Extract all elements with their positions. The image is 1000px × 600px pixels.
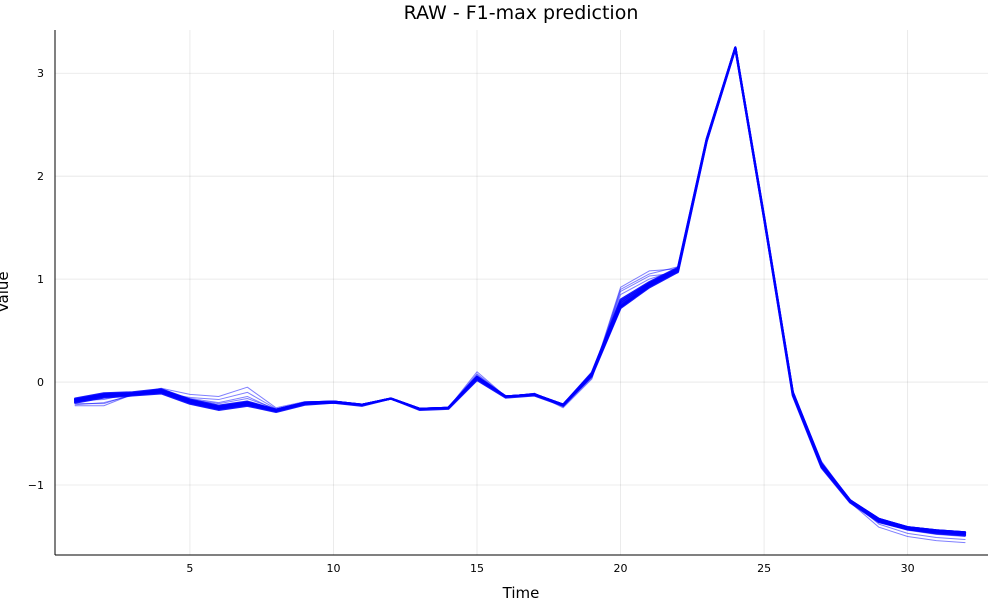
y-tick-label: 1 xyxy=(37,273,44,286)
series-line-5 xyxy=(73,47,967,537)
series-line-2 xyxy=(73,46,967,535)
x-tick-label: 30 xyxy=(901,562,915,575)
x-tick-label: 10 xyxy=(326,562,340,575)
series-line-7 xyxy=(74,47,966,535)
x-tick-label: 25 xyxy=(757,562,771,575)
tick-labels: 5 10 15 20 25 30 −1 0 1 2 3 xyxy=(28,67,915,575)
y-axis-label: Value xyxy=(0,271,12,312)
series-layer xyxy=(73,45,967,544)
chart-title: RAW - F1-max prediction xyxy=(404,2,639,24)
series-line-1 xyxy=(73,46,967,534)
axes xyxy=(54,30,988,556)
series-line-10 xyxy=(74,47,966,537)
x-axis-label: Time xyxy=(502,584,540,600)
y-tick-label: 3 xyxy=(37,67,44,80)
y-tick-label: −1 xyxy=(28,479,44,492)
grid-lines xyxy=(55,30,988,555)
x-tick-label: 5 xyxy=(186,562,193,575)
series-line-8 xyxy=(74,45,966,541)
series-line-9 xyxy=(74,47,966,544)
x-tick-label: 15 xyxy=(470,562,484,575)
y-tick-label: 0 xyxy=(37,376,44,389)
series-line-3 xyxy=(73,47,967,536)
series-line-6 xyxy=(73,46,967,534)
y-tick-label: 2 xyxy=(37,170,44,183)
x-tick-label: 20 xyxy=(614,562,628,575)
series-line-4 xyxy=(73,46,967,534)
